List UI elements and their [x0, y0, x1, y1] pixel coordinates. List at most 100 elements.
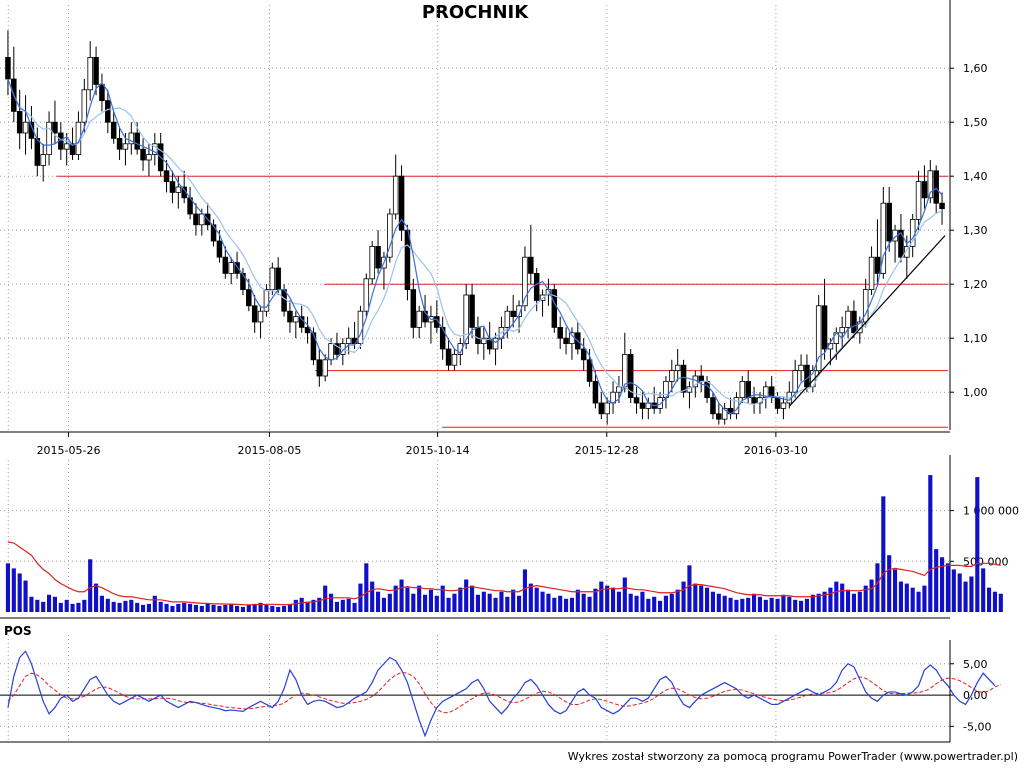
oscillator-tick-label: 0,00: [963, 689, 988, 702]
volume-bar: [381, 597, 386, 612]
volume-bar: [158, 601, 163, 612]
candle-body: [774, 397, 781, 409]
candle-body: [921, 181, 928, 199]
candle-body: [798, 364, 804, 372]
y-tick-label: 1,30: [963, 224, 988, 237]
candle-body: [287, 310, 293, 323]
volume-bar: [23, 580, 28, 612]
candle-body: [533, 272, 540, 301]
volume-bar: [705, 587, 710, 612]
volume-bar: [787, 596, 792, 612]
volume-bar: [94, 583, 99, 612]
candle-body: [751, 397, 757, 404]
candle-body: [475, 326, 481, 344]
volume-bar: [675, 589, 680, 612]
candle-body: [398, 175, 405, 231]
volume-bar: [663, 595, 668, 612]
candle-body: [915, 181, 922, 220]
volume-bar: [287, 603, 292, 612]
candle-body: [375, 245, 381, 269]
volume-bar: [193, 604, 198, 612]
candle-body: [710, 397, 716, 415]
volume-bar: [5, 563, 10, 612]
x-tick-label: 2015-12-28: [575, 444, 639, 457]
candle-body: [193, 213, 199, 226]
volume-bar: [76, 602, 81, 612]
volume-bar: [528, 583, 533, 612]
volume-bar: [352, 602, 357, 612]
candle-body: [627, 353, 634, 398]
volume-bar: [757, 596, 762, 612]
ma-fast-line: [7, 78, 943, 415]
candle-body: [363, 278, 370, 312]
volume-bar: [605, 585, 610, 612]
candle-body: [868, 256, 875, 291]
volume-bar: [417, 585, 422, 612]
volume-bar: [64, 599, 69, 612]
volume-bar: [945, 563, 950, 612]
volume-bar: [581, 593, 586, 612]
volume-bar: [734, 599, 739, 612]
candle-body: [804, 364, 810, 388]
volume-bar: [305, 601, 310, 612]
candle-body: [110, 121, 117, 139]
candle-body: [522, 256, 528, 307]
volume-bar: [640, 591, 645, 612]
volume-bar: [299, 597, 304, 612]
candle-body: [721, 407, 728, 420]
volume-bar: [916, 591, 921, 612]
candle-body: [563, 337, 569, 345]
volume-bar: [957, 573, 962, 612]
candle-body: [134, 132, 140, 150]
volume-bar: [622, 577, 627, 612]
volume-bar: [182, 602, 187, 612]
volume-bar: [857, 591, 862, 612]
volume-bar: [511, 589, 516, 612]
candle-body: [927, 170, 934, 199]
volume-bar: [399, 579, 404, 612]
volume-bar: [746, 597, 751, 612]
candle-body: [269, 267, 276, 291]
candle-body: [116, 137, 123, 150]
volume-bar: [481, 591, 486, 612]
volume-bar: [493, 597, 498, 612]
volume-bar: [928, 475, 933, 612]
volume-bar: [904, 583, 909, 612]
y-tick-label: 1,50: [963, 116, 988, 129]
candle-body: [639, 402, 646, 409]
volume-bar: [558, 595, 563, 612]
candle-body: [63, 143, 70, 150]
candle-body: [146, 154, 152, 161]
volume-bar: [699, 585, 704, 612]
volume-bar: [217, 605, 222, 612]
volume-bar: [452, 593, 457, 612]
candle-body: [228, 262, 234, 274]
volume-bar: [358, 583, 363, 612]
candle-body: [122, 143, 129, 150]
candle-body: [387, 213, 393, 258]
candle-body: [16, 111, 23, 134]
volume-bar: [887, 555, 892, 612]
candle-body: [745, 380, 751, 398]
candle-body: [93, 57, 99, 85]
candle-body: [445, 348, 452, 366]
candle-body: [898, 229, 904, 258]
candle-body: [469, 294, 475, 328]
volume-bar: [875, 563, 880, 612]
candle-body: [516, 305, 522, 317]
volume-bar: [963, 581, 968, 612]
candle-body: [140, 148, 146, 161]
volume-bar: [722, 595, 727, 612]
volume-bar: [17, 573, 22, 612]
candle-body: [551, 289, 558, 328]
candle-body: [481, 337, 487, 345]
candle-body: [815, 305, 822, 371]
volume-bar: [152, 595, 157, 612]
volume-bar: [681, 581, 686, 612]
volume-bar: [998, 593, 1003, 612]
candle-body: [275, 267, 281, 291]
candle-body: [716, 413, 722, 420]
candle-body: [357, 310, 364, 345]
candle-body: [669, 370, 675, 382]
y-tick-label: 1,00: [963, 386, 988, 399]
